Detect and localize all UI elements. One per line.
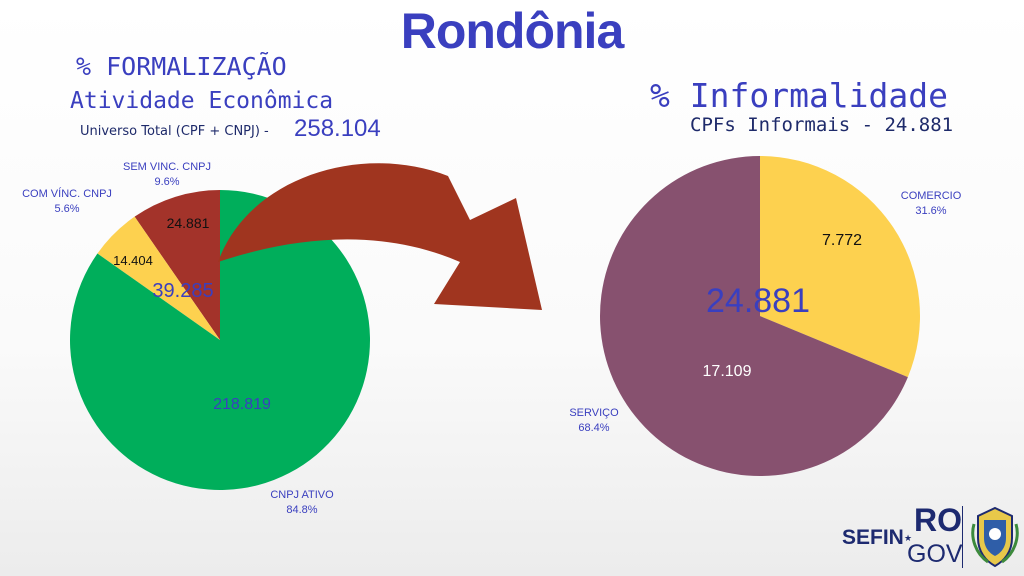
slice-value-label-com-vinc-cnpj: 14.404	[113, 253, 153, 268]
slice-category-label-com-vinc-cnpj: COM VÍNC. CNPJ	[22, 187, 112, 200]
left-pie-center-value: 39.285	[152, 280, 213, 302]
economic-activity-heading: Atividade Econômica	[70, 88, 334, 114]
curved-arrow	[218, 163, 542, 310]
slice-category-label-servico: SERVIÇO	[569, 407, 619, 419]
informality-heading: % Informalidade	[650, 76, 949, 115]
slice-percent-label-cnpj-ativo: 84.8%	[286, 504, 317, 516]
informality-pie-chart: 7.772 COMERCIO 31.6% 17.109 SERVIÇO 68.4%	[569, 156, 962, 476]
ro-logo-text: RO	[914, 502, 962, 538]
page-title: Rondônia	[400, 3, 625, 59]
universe-total-value: 258.104	[294, 115, 381, 142]
sefin-logo-text: SEFIN	[842, 526, 904, 549]
pie-slice-servico	[600, 156, 908, 476]
slice-value-label-comercio: 7.772	[822, 232, 862, 249]
state-coat-of-arms-icon	[971, 506, 1019, 568]
sefin-ro-gov-logo: SEFIN RO ★ GOV	[838, 500, 1024, 576]
slice-percent-label-comercio: 31.6%	[915, 205, 946, 217]
slice-percent-label-servico: 68.4%	[578, 422, 609, 434]
slice-percent-label-sem-vinc-cnpj: 9.6%	[154, 176, 179, 188]
slice-value-label-sem-vinc-cnpj: 24.881	[167, 215, 210, 231]
slice-percent-label-com-vinc-cnpj: 5.6%	[54, 203, 79, 215]
logo-divider	[962, 506, 963, 568]
pie-slice-comercio	[760, 156, 920, 378]
gov-logo-text: GOV	[907, 540, 963, 568]
informal-cpf-subheading: CPFs Informais - 24.881	[690, 114, 954, 136]
slice-value-label-servico: 17.109	[703, 363, 752, 380]
formalization-pie-chart: 24.881 SEM VINC. CNPJ 9.6% 14.404 COM VÍNC. …	[22, 161, 371, 516]
right-pie-center-value: 24.881	[706, 282, 810, 320]
slice-category-label-cnpj-ativo: CNPJ ATIVO	[270, 489, 334, 501]
slice-category-label-sem-vinc-cnpj: SEM VINC. CNPJ	[123, 161, 211, 173]
pie-slice-com-vinc-cnpj	[97, 216, 220, 340]
pie-slice-sem-vinc-cnpj	[134, 190, 220, 340]
slice-value-label-cnpj-ativo: 218.819	[213, 396, 271, 413]
pie-slice-cnpj-ativo	[70, 190, 371, 490]
universe-total-label: Universo Total (CPF + CNPJ) -	[80, 124, 269, 139]
star-icon: ★	[904, 534, 913, 544]
slice-category-label-comercio: COMERCIO	[901, 190, 962, 202]
formalization-heading: % FORMALIZAÇÃO	[76, 52, 287, 81]
